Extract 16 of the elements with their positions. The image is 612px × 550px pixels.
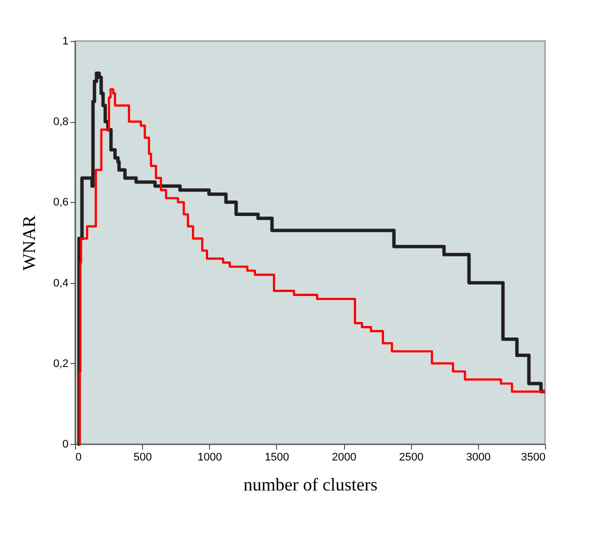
y-tick-label: 0,6 [53, 196, 68, 209]
x-tick-label: 0 [76, 452, 82, 464]
x-tick-label: 2500 [398, 452, 424, 464]
y-axis-title: WNAR [19, 216, 40, 270]
x-tick-label: 3500 [521, 452, 546, 464]
x-tick-label: 2000 [332, 452, 356, 464]
x-axis-title: number of clusters [244, 474, 378, 494]
x-tick-label: 3000 [466, 452, 491, 464]
y-tick-label: 0,2 [53, 358, 68, 370]
x-tick-label: 1000 [198, 452, 222, 464]
y-tick-label: 0,4 [53, 277, 68, 290]
x-tick-label: 1500 [264, 452, 290, 464]
y-tick-label: 0,8 [53, 116, 68, 128]
x-tick-label: 500 [133, 452, 152, 464]
y-tick-label: 0 [62, 438, 68, 450]
y-tick-label: 1 [62, 36, 68, 48]
